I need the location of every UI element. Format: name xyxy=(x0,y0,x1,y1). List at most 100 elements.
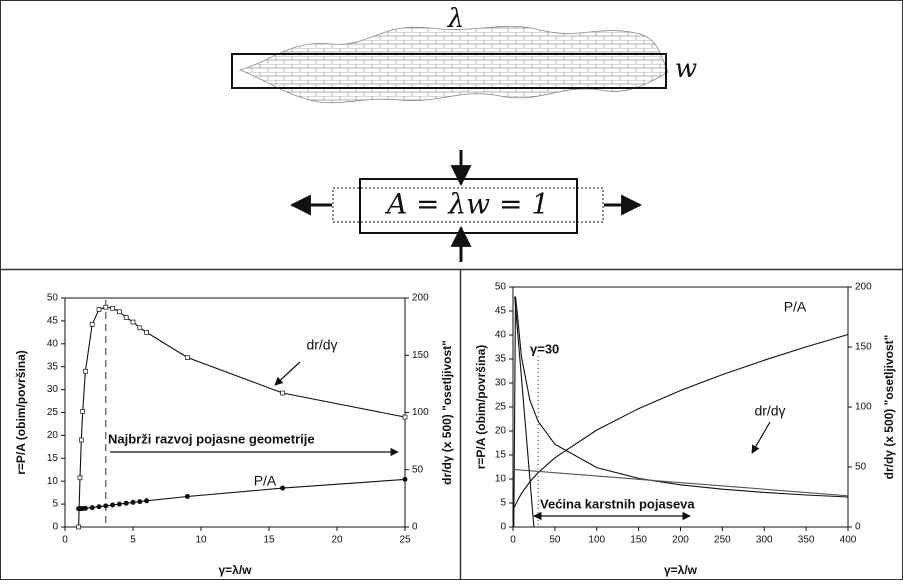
y-tick-label: 5 xyxy=(500,498,506,509)
y-tick-label: 45 xyxy=(47,316,59,327)
point xyxy=(130,499,136,505)
x-tick-label: 15 xyxy=(263,535,275,546)
x-tick-label: 25 xyxy=(399,535,411,546)
y-tick-label: 0 xyxy=(52,522,58,533)
point xyxy=(77,475,83,481)
y2-axis-label: dr/dγ (x 500) "osetljivost" xyxy=(440,340,454,485)
point xyxy=(83,368,88,374)
x-tick-label: 5 xyxy=(130,535,136,546)
y-tick-label: 15 xyxy=(47,453,59,464)
x-tick-label: 100 xyxy=(588,535,605,546)
y-tick-label: 20 xyxy=(47,430,59,441)
y-tick-label: 35 xyxy=(495,354,507,365)
x-tick-label: 50 xyxy=(549,535,561,546)
point xyxy=(123,500,129,506)
y2-tick-label: 100 xyxy=(412,407,429,418)
point xyxy=(116,501,122,507)
y2-tick-label: 0 xyxy=(855,522,861,533)
y-tick-label: 25 xyxy=(47,407,59,418)
y-axis-label: r=P/A (obim/površina) xyxy=(14,350,28,475)
y-tick-label: 0 xyxy=(500,522,506,533)
y2-tick-label: 0 xyxy=(412,522,418,533)
x-tick-label: 10 xyxy=(195,535,207,546)
point xyxy=(80,409,86,414)
y2-tick-label: 150 xyxy=(412,350,429,361)
point xyxy=(144,330,149,335)
point xyxy=(280,390,285,396)
point xyxy=(130,319,136,325)
area-equation: A = λw = 1 xyxy=(384,188,549,221)
y-tick-label: 35 xyxy=(47,361,59,372)
lambda-label: λ xyxy=(447,4,464,34)
y2-tick-label: 50 xyxy=(412,464,424,475)
series-line xyxy=(512,468,849,497)
x-tick-label: 150 xyxy=(630,535,647,546)
point xyxy=(103,304,109,310)
y-tick-label: 30 xyxy=(495,378,507,389)
pointer-arrow xyxy=(751,421,771,454)
point xyxy=(96,307,102,312)
point xyxy=(144,498,150,504)
point xyxy=(137,499,143,505)
series-line xyxy=(513,333,849,509)
series-label: dr/dγ xyxy=(754,403,785,419)
series-label: P/A xyxy=(784,299,807,315)
y-tick-label: 10 xyxy=(47,476,59,487)
y-tick-label: 40 xyxy=(495,330,507,341)
point xyxy=(103,503,109,509)
point xyxy=(78,437,84,443)
y2-tick-label: 50 xyxy=(855,462,867,473)
width-label: w xyxy=(675,54,697,84)
plot-frame xyxy=(512,286,849,528)
y-tick-label: 25 xyxy=(495,402,507,413)
y-tick-label: 15 xyxy=(495,450,507,461)
y-tick-label: 50 xyxy=(47,293,59,304)
point xyxy=(402,476,408,482)
y-tick-label: 5 xyxy=(52,499,58,510)
y-axis-label: r=P/A (obim/površina) xyxy=(474,345,488,470)
x-tick-label: 350 xyxy=(798,535,815,546)
point xyxy=(123,315,129,320)
point xyxy=(76,524,81,530)
series-line xyxy=(78,306,406,528)
point xyxy=(402,414,408,420)
annotation: γ=30 xyxy=(530,341,559,356)
x-tick-label: 300 xyxy=(756,535,773,546)
y-tick-label: 45 xyxy=(495,306,507,317)
point xyxy=(82,505,88,511)
point xyxy=(280,485,286,491)
point xyxy=(110,502,116,508)
series-label: P/A xyxy=(254,473,277,489)
y-tick-label: 10 xyxy=(495,474,507,485)
point xyxy=(89,321,95,327)
series-line xyxy=(514,296,535,528)
annotation: Najbrži razvoj pojasne geometrije xyxy=(108,431,315,446)
point xyxy=(185,355,190,360)
karst-band xyxy=(238,25,669,104)
y2-tick-label: 100 xyxy=(855,402,872,413)
series-line xyxy=(513,296,849,528)
series-label: dr/dγ xyxy=(306,337,337,353)
x-tick-label: 400 xyxy=(840,535,857,546)
band-rectangle xyxy=(231,53,667,89)
y-tick-label: 50 xyxy=(495,282,507,293)
point xyxy=(96,504,102,510)
x-tick-label: 20 xyxy=(331,535,343,546)
y2-tick-label: 150 xyxy=(855,342,872,353)
point xyxy=(110,305,115,311)
x-tick-label: 0 xyxy=(62,535,68,546)
y-tick-label: 20 xyxy=(495,426,507,437)
x-axis-label: γ=λ/w xyxy=(664,563,698,577)
y-tick-label: 40 xyxy=(47,338,59,349)
y2-tick-label: 200 xyxy=(412,293,429,304)
point xyxy=(137,325,143,331)
x-tick-label: 0 xyxy=(510,535,516,546)
point xyxy=(117,309,122,315)
y2-axis-label: dr/dγ (x 500) "osetljivost" xyxy=(882,335,896,480)
y-tick-label: 30 xyxy=(47,384,59,395)
annotation: Većina karstnih pojaseva xyxy=(540,496,695,511)
y2-tick-label: 200 xyxy=(855,282,872,293)
pointer-arrow xyxy=(274,361,301,386)
